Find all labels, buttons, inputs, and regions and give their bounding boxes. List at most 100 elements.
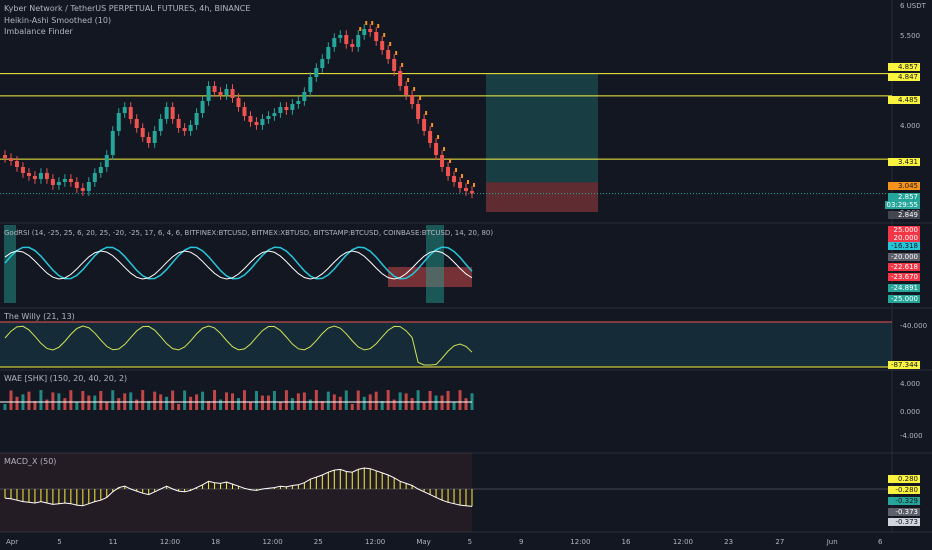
wae-bar (338, 396, 342, 410)
candle-body (176, 119, 181, 128)
wae-bar (242, 390, 246, 410)
wae-bar (380, 400, 384, 410)
candle-body (398, 71, 403, 86)
candle-body (152, 131, 157, 143)
wae-bar (350, 403, 354, 410)
macd-tag: -0.373 (888, 518, 920, 526)
wae-bar (93, 395, 97, 410)
wae-bar (9, 390, 13, 410)
wae-bar (362, 396, 366, 410)
price-tag: 03:29:55 (884, 201, 920, 209)
wae-bar (308, 399, 312, 410)
time-axis-label: 6 (878, 538, 883, 546)
wae-bar (392, 399, 396, 410)
candle-body (410, 95, 415, 104)
candle-body (446, 167, 451, 176)
wae-bar (69, 390, 73, 410)
wae-bar (248, 402, 252, 410)
macd-tag: -0.280 (888, 486, 920, 494)
godrsi-legend[interactable]: GodRSI (14, -25, 25, 6, 20, 25, -20, -25… (4, 229, 494, 237)
wae-bar (314, 390, 318, 410)
wae-bar (452, 402, 456, 410)
candle-body (8, 158, 13, 161)
candle-body (392, 59, 397, 71)
time-axis-label: 11 (109, 538, 118, 546)
price-axis-label: 5.500 (900, 32, 920, 40)
candle-body (224, 89, 229, 95)
wae-bar (326, 391, 330, 410)
heikin-ashi-marker (395, 51, 398, 55)
candle-body (44, 173, 49, 179)
indicator-imbalance-legend[interactable]: Imbalance Finder (4, 27, 73, 36)
indicator-heikin-ashi-legend[interactable]: Heikin-Ashi Smoothed (10) (4, 16, 112, 25)
godrsi-tag: 25.000 (888, 226, 920, 234)
macd-background (0, 453, 472, 532)
candle-body (326, 47, 331, 59)
candle-body (188, 125, 193, 131)
godrsi-tag: -24.891 (888, 284, 920, 292)
candle-body (302, 92, 307, 101)
candle-body (62, 179, 67, 182)
wae-bar (153, 391, 157, 410)
macd-line (4, 467, 473, 507)
wae-bar (135, 399, 139, 410)
wae-bar (302, 392, 306, 410)
wae-bar (386, 390, 390, 410)
wae-bar (171, 390, 175, 410)
candle-body (116, 113, 121, 131)
time-axis-label: 12:00 (673, 538, 693, 546)
time-axis-label: Apr (6, 538, 18, 546)
heikin-ashi-marker (407, 78, 410, 82)
price-tag: 4.847 (888, 73, 920, 81)
candle-body (230, 89, 235, 98)
candle-body (260, 119, 265, 125)
willy-line (4, 325, 473, 366)
willy-legend[interactable]: The Willy (21, 13) (4, 312, 75, 321)
wae-bar (165, 396, 169, 410)
candle-body (332, 38, 337, 47)
heikin-ashi-marker (443, 147, 446, 151)
wae-legend[interactable]: WAE [SHK] (150, 20, 40, 20, 2) (4, 374, 128, 383)
godrsi-tag: -16.318 (888, 242, 920, 250)
candle-body (464, 188, 469, 191)
candle-body (284, 107, 289, 110)
long-position-target-zone (486, 73, 598, 183)
heikin-ashi-marker (383, 33, 386, 37)
wae-bar (446, 391, 450, 410)
wae-bar (177, 403, 181, 410)
wae-bar (213, 390, 217, 410)
candle-body (134, 119, 139, 128)
heikin-ashi-marker (377, 24, 380, 28)
candle-body (434, 143, 439, 155)
candle-body (314, 68, 319, 77)
godrsi-tag: 20.000 (888, 234, 920, 242)
candle-body (182, 128, 187, 131)
time-axis-label: Jun (826, 538, 838, 546)
wae-bar (410, 398, 414, 410)
candle-body (206, 86, 211, 101)
wae-bar (99, 390, 103, 410)
candle-body (290, 104, 295, 110)
wae-bar (272, 391, 276, 410)
godrsi-tag: -23.670 (888, 273, 920, 281)
heikin-ashi-marker (413, 87, 416, 91)
wae-bar (117, 398, 121, 410)
wae-bar (15, 396, 19, 410)
candle-body (350, 44, 355, 47)
heikin-ashi-marker (467, 180, 470, 184)
wae-bar (356, 390, 360, 410)
candle-body (212, 86, 217, 92)
wae-bar (105, 402, 109, 410)
heikin-ashi-marker (461, 174, 464, 178)
candle-body (266, 116, 271, 119)
candle-body (236, 98, 241, 107)
candle-body (110, 131, 115, 155)
candle-body (38, 173, 43, 179)
wae-bar (33, 400, 37, 410)
candle-body (140, 128, 145, 137)
candle-body (68, 179, 73, 182)
godrsi-zone-green (426, 225, 444, 303)
macd-legend[interactable]: MACD_X (50) (4, 457, 57, 466)
candle-body (80, 188, 85, 191)
